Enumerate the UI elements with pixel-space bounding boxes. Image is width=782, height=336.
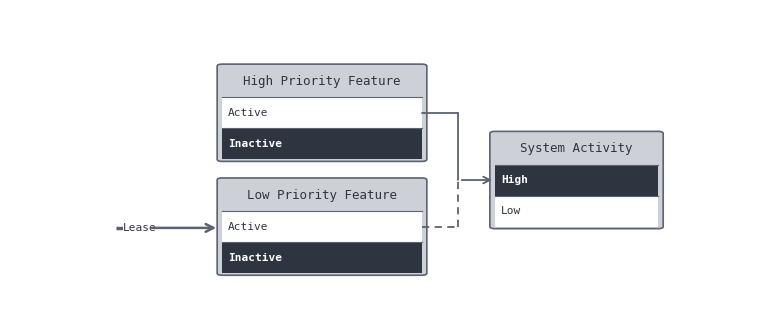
- Text: Inactive: Inactive: [228, 139, 282, 149]
- Bar: [495, 196, 658, 226]
- Text: High: High: [500, 175, 528, 185]
- Text: System Activity: System Activity: [520, 142, 633, 156]
- Text: High Priority Feature: High Priority Feature: [243, 75, 400, 88]
- FancyBboxPatch shape: [217, 178, 427, 275]
- Bar: [222, 128, 422, 159]
- Text: Active: Active: [228, 108, 268, 118]
- Bar: [222, 211, 422, 242]
- FancyBboxPatch shape: [217, 64, 427, 161]
- Bar: [495, 165, 658, 196]
- Text: Inactive: Inactive: [228, 253, 282, 263]
- Text: Lease: Lease: [124, 223, 157, 233]
- Bar: [222, 97, 422, 128]
- Bar: [222, 242, 422, 273]
- Text: Active: Active: [228, 222, 268, 232]
- Text: Low Priority Feature: Low Priority Feature: [247, 189, 397, 202]
- Text: Low: Low: [500, 206, 521, 216]
- FancyBboxPatch shape: [490, 131, 663, 229]
